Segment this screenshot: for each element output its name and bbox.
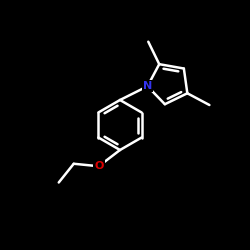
- Text: O: O: [94, 161, 104, 171]
- Text: N: N: [143, 81, 152, 91]
- Text: N: N: [143, 81, 152, 91]
